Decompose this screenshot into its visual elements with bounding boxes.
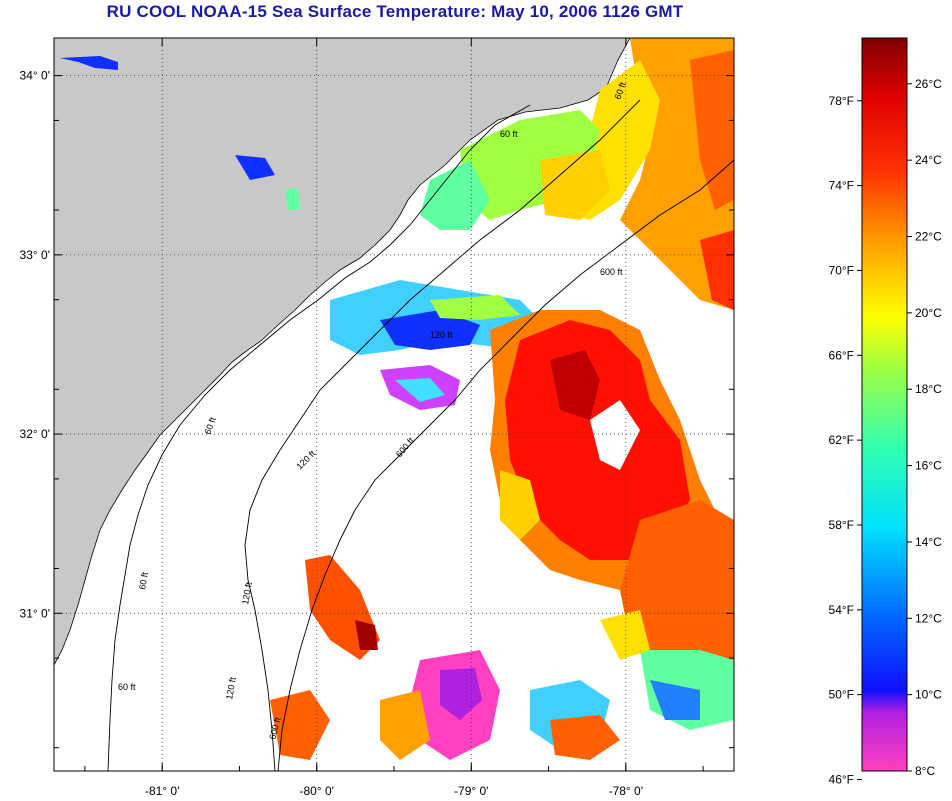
- colorbar-f-label: 78°F: [829, 94, 854, 108]
- colorbar-c-label: 18°C: [915, 382, 942, 396]
- lon-tick-label: -80° 0': [300, 784, 334, 798]
- contour-label: 120 ft: [430, 330, 453, 340]
- colorbar-gradient: [861, 37, 908, 772]
- isobath-contours: [107, 99, 734, 771]
- lon-tick-label: -81° 0': [145, 784, 179, 798]
- contour-label: 120 ft: [240, 581, 254, 605]
- colorbar-c-label: 22°C: [915, 230, 942, 244]
- colorbar-f-label: 70°F: [829, 263, 854, 277]
- contour-label: 60 ft: [137, 571, 150, 590]
- map-plot-area: 60 ft 60 ft 120 ft 600 ft 60 ft 120 ft 6…: [54, 38, 734, 771]
- colorbar-c-label: 10°C: [915, 688, 942, 702]
- colorbar-f-label: 74°F: [829, 179, 854, 193]
- lat-tick-label: 33° 0': [20, 248, 50, 262]
- colorbar-c-label: 8°C: [915, 764, 935, 778]
- lat-tick-label: 32° 0': [20, 427, 50, 441]
- lon-tick-label: -79° 0': [454, 784, 488, 798]
- colorbar: 8°C 10°C 12°C 14°C 16°C 18°C 20°C 22°C 24°C 26°C 4…: [829, 37, 943, 787]
- lon-tick-label: -78° 0': [609, 784, 643, 798]
- land-mass: [54, 38, 631, 666]
- colorbar-c-label: 26°C: [915, 77, 942, 91]
- contour-60ft: [107, 104, 531, 771]
- contour-600ft: [277, 159, 734, 771]
- lat-tick-label: 34° 0': [20, 69, 50, 83]
- colorbar-c-label: 16°C: [915, 459, 942, 473]
- contour-120ft: [244, 99, 641, 771]
- lat-tick-label: 31° 0': [20, 606, 50, 620]
- map-title: RU COOL NOAA-15 Sea Surface Temperature:…: [106, 2, 684, 21]
- colorbar-f-label: 58°F: [829, 518, 854, 532]
- colorbar-f-label: 50°F: [829, 688, 854, 702]
- colorbar-c-label: 12°C: [915, 611, 942, 625]
- contour-label: 120 ft: [224, 676, 238, 700]
- contour-label: 600 ft: [600, 267, 623, 277]
- colorbar-c-label: 20°C: [915, 306, 942, 320]
- contour-label: 60 ft: [118, 682, 136, 692]
- colorbar-f-label: 62°F: [829, 433, 854, 447]
- contour-label: 60 ft: [500, 129, 518, 139]
- graticule: [54, 38, 734, 771]
- colorbar-c-label: 14°C: [915, 535, 942, 549]
- colorbar-f-label: 46°F: [829, 772, 854, 786]
- sst-data-layer: [60, 38, 734, 760]
- colorbar-f-label: 54°F: [829, 603, 854, 617]
- colorbar-f-label: 66°F: [829, 348, 854, 362]
- axis-ticks: 34° 0' 33° 0' 32° 0' 31° 0' -81° 0' -80° 0' -7…: [20, 38, 734, 798]
- colorbar-c-label: 24°C: [915, 153, 942, 167]
- colorbar-labels: 8°C 10°C 12°C 14°C 16°C 18°C 20°C 22°C 24°C 26°C 4…: [829, 77, 943, 787]
